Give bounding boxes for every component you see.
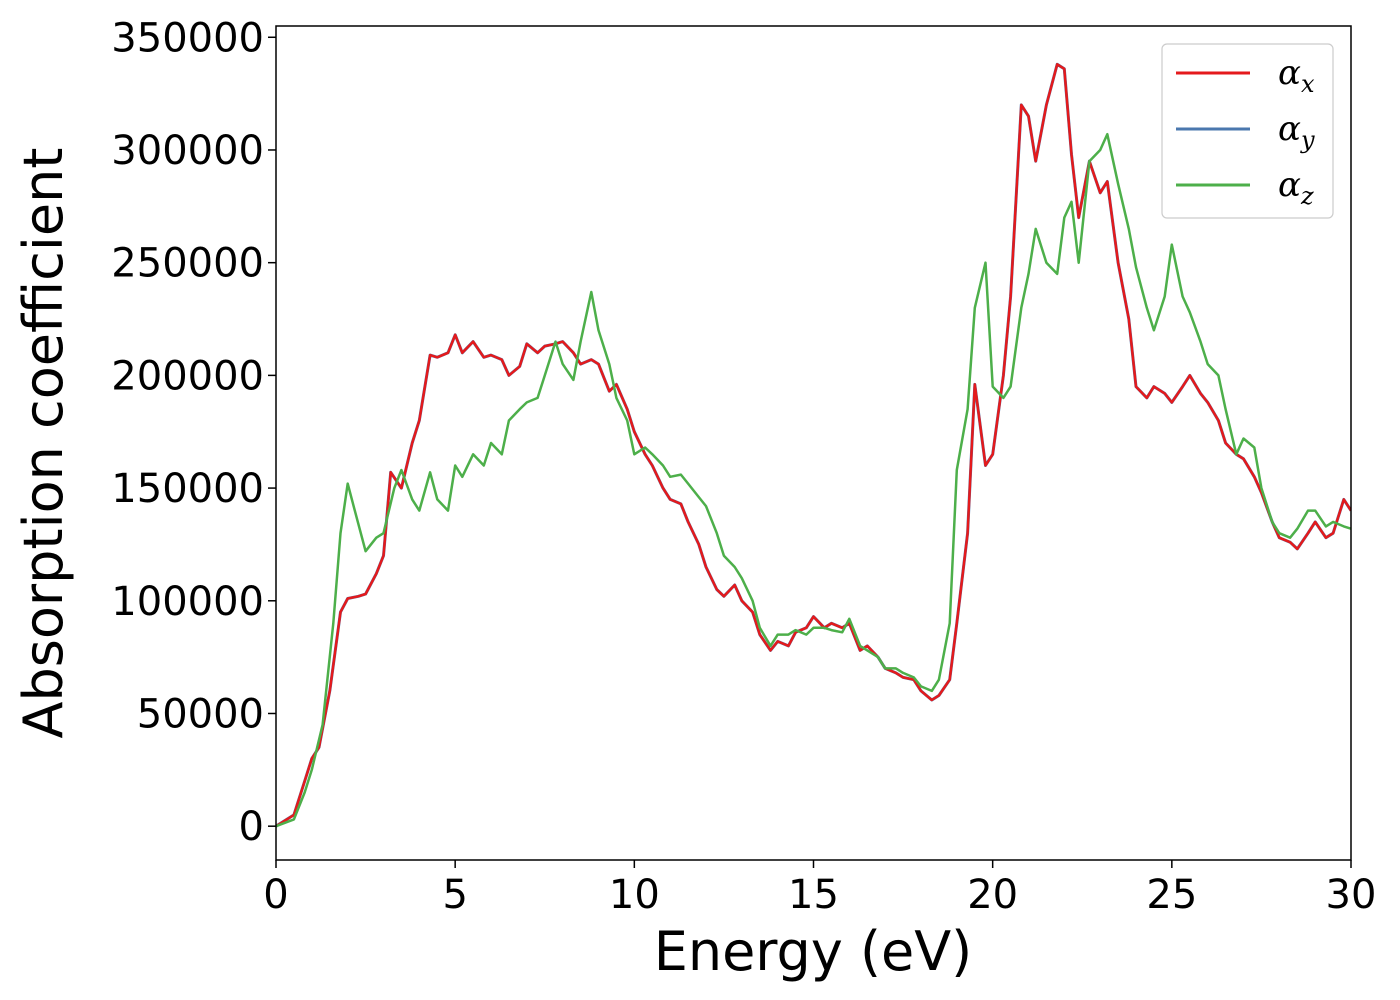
legend-label-x: αx bbox=[1278, 53, 1315, 98]
y-tick-label: 50000 bbox=[137, 691, 264, 737]
x-tick-label: 10 bbox=[609, 872, 660, 918]
x-tick-label: 20 bbox=[967, 872, 1018, 918]
x-axis-label: Energy (eV) bbox=[654, 920, 973, 983]
y-axis: 0 50000 100000 150000 200000 250000 300000 3500… bbox=[111, 15, 276, 850]
x-tick-label: 0 bbox=[263, 872, 288, 918]
x-tick-label: 30 bbox=[1326, 872, 1377, 918]
legend-label-y: αy bbox=[1278, 109, 1315, 154]
legend: αx αy αz bbox=[1161, 43, 1334, 219]
series-lines bbox=[276, 62, 1351, 828]
y-tick-label: 350000 bbox=[111, 15, 264, 61]
y-tick-label: 0 bbox=[239, 804, 264, 850]
y-tick-label: 200000 bbox=[111, 353, 264, 399]
x-tick-label: 5 bbox=[442, 872, 467, 918]
legend-box bbox=[1161, 43, 1334, 219]
y-tick-label: 250000 bbox=[111, 241, 264, 287]
y-axis-label: Absorption coefficient bbox=[12, 148, 75, 739]
x-tick-label: 15 bbox=[788, 872, 839, 918]
x-tick-label: 25 bbox=[1146, 872, 1197, 918]
series-line-z bbox=[276, 132, 1351, 828]
x-axis: 0 5 10 15 20 25 30 bbox=[263, 860, 1376, 918]
series-line-x bbox=[276, 63, 1351, 828]
legend-label-z: αz bbox=[1278, 165, 1314, 210]
y-tick-label: 100000 bbox=[111, 579, 264, 625]
y-tick-label: 300000 bbox=[111, 128, 264, 174]
y-tick-label: 150000 bbox=[111, 466, 264, 512]
